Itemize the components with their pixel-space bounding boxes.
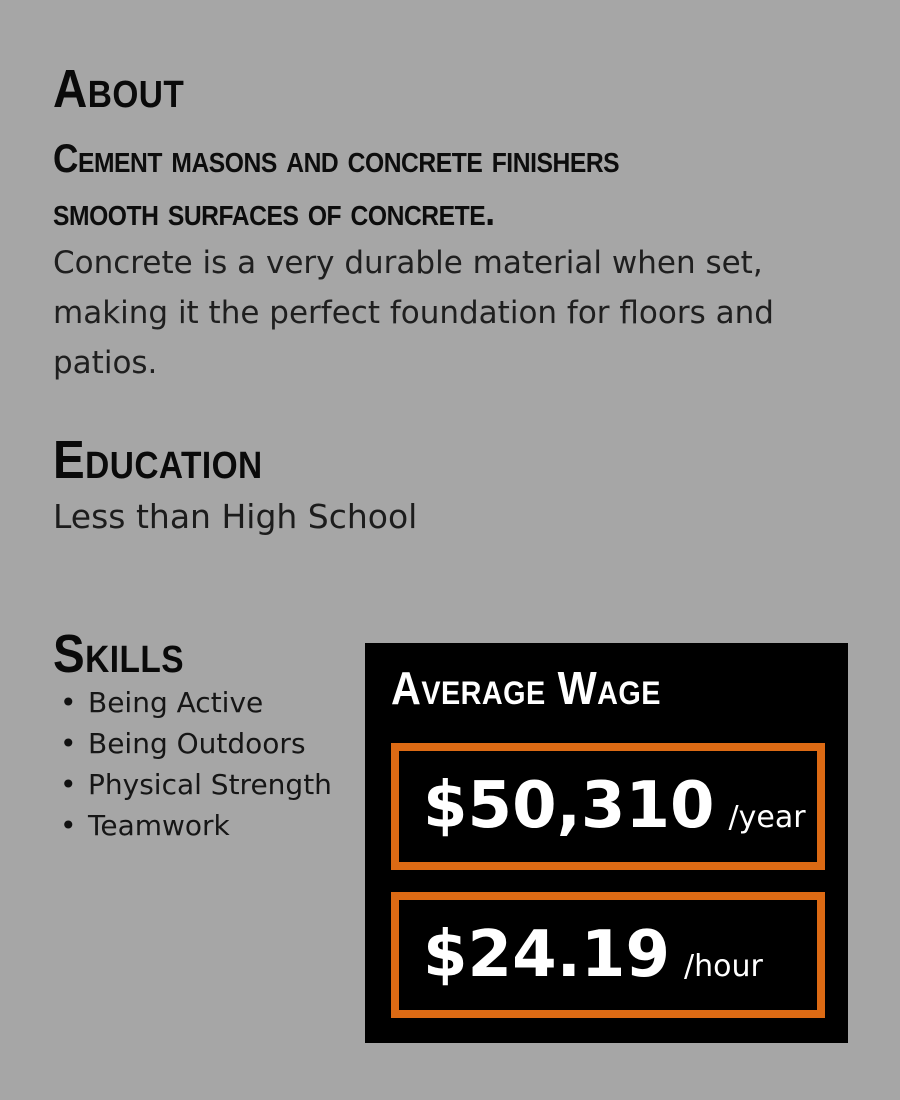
about-subheading: Cement masons and concrete finishers smo… [53, 133, 620, 239]
skill-item-label: Physical Strength [88, 768, 332, 801]
skill-item: • Being Outdoors [56, 723, 332, 764]
about-heading: About [53, 59, 185, 119]
about-description-line-2: making it the perfect foundation for flo… [53, 295, 774, 331]
skill-item: • Teamwork [56, 805, 332, 846]
skill-item-label: Being Outdoors [88, 727, 306, 760]
bullet-icon: • [60, 768, 77, 801]
about-description: Concrete is a very durable material when… [53, 238, 774, 388]
skill-item-label: Being Active [88, 686, 264, 719]
skill-item-label: Teamwork [88, 809, 230, 842]
yearly-wage-box: $50,310 /year [391, 743, 825, 870]
hourly-wage-amount: $24.19 [423, 918, 670, 992]
yearly-wage-unit: /year [728, 800, 806, 835]
education-heading: Education [53, 430, 263, 490]
bullet-icon: • [60, 809, 77, 842]
skills-heading: Skills [53, 624, 184, 684]
education-value: Less than High School [53, 497, 418, 536]
about-subheading-line-1: Cement masons and concrete finishers [53, 137, 620, 181]
skill-item: • Being Active [56, 682, 332, 723]
yearly-wage-amount: $50,310 [423, 769, 715, 843]
hourly-wage-box: $24.19 /hour [391, 892, 825, 1018]
average-wage-card: Average Wage $50,310 /year $24.19 /hour [365, 643, 848, 1043]
bullet-icon: • [60, 727, 77, 760]
hourly-wage-unit: /hour [683, 949, 763, 984]
about-subheading-line-2: smooth surfaces of concrete. [53, 190, 495, 234]
about-description-line-1: Concrete is a very durable material when… [53, 245, 763, 281]
skills-list: • Being Active • Being Outdoors • Physic… [56, 682, 332, 846]
skill-item: • Physical Strength [56, 764, 332, 805]
average-wage-heading: Average Wage [391, 662, 661, 714]
about-description-line-3: patios. [53, 345, 158, 381]
bullet-icon: • [60, 686, 77, 719]
